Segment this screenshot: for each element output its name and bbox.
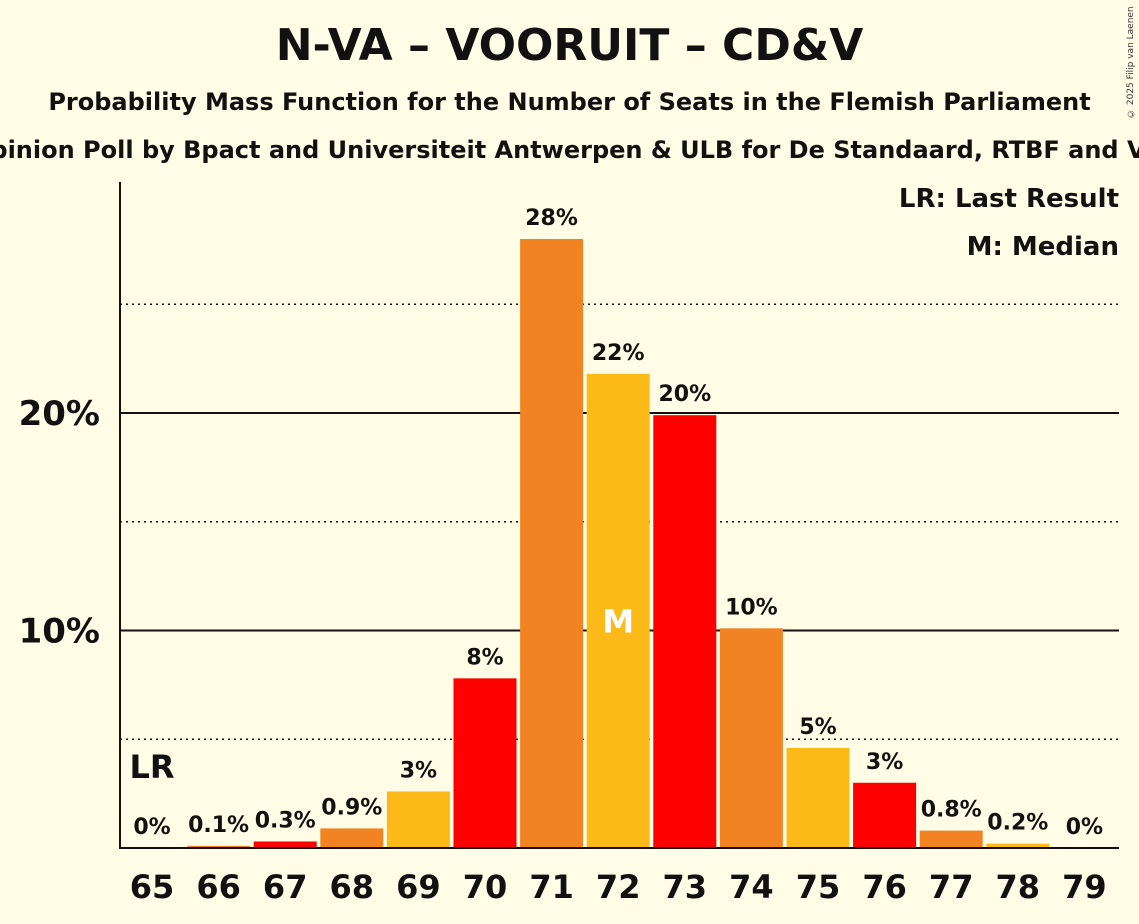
y-tick-label: 20% [19,394,100,434]
source-text: Opinion Poll by Bpact and Universiteit A… [0,136,1139,164]
value-label-66: 0.1% [188,813,249,838]
value-label-78: 0.2% [987,811,1048,836]
x-tick-label-67: 67 [263,868,308,906]
bar-75 [786,747,850,848]
x-tick-label-66: 66 [196,868,241,906]
value-label-65: 0% [133,815,170,840]
bar-78 [986,843,1050,848]
value-label-71: 28% [525,206,578,231]
bar-77 [919,830,983,848]
x-tick-label-71: 71 [529,868,574,906]
x-tick-label-72: 72 [596,868,641,906]
x-tick-label-70: 70 [463,868,508,906]
value-label-68: 0.9% [321,795,382,820]
x-tick-label-74: 74 [729,868,774,906]
value-label-67: 0.3% [255,808,316,833]
bar-67 [253,841,317,848]
value-label-73: 20% [658,382,711,407]
bar-74 [719,628,783,848]
value-label-75: 5% [799,715,836,740]
x-tick-label-78: 78 [996,868,1041,906]
x-tick-label-75: 75 [796,868,841,906]
bar-70 [453,678,517,848]
bar-68 [320,828,384,848]
x-tick-label-77: 77 [929,868,974,906]
value-label-70: 8% [466,645,503,670]
chart-subtitle: Probability Mass Function for the Number… [48,88,1091,116]
value-label-76: 3% [866,750,903,775]
legend-median: M: Median [966,232,1119,262]
x-tick-label-79: 79 [1062,868,1107,906]
bar-72 [586,373,650,848]
bar-69 [386,791,450,848]
x-tick-label-73: 73 [663,868,708,906]
bar-76 [853,782,917,848]
value-label-69: 3% [400,758,437,783]
value-label-77: 0.8% [921,798,982,823]
source-line: Opinion Poll by Bpact and Universiteit A… [0,136,1139,176]
x-tick-label-68: 68 [330,868,375,906]
legend-last-result: LR: Last Result [898,184,1119,214]
bar-66 [187,845,251,848]
x-tick-label-76: 76 [862,868,907,906]
median-marker: M [602,603,634,641]
bar-73 [653,415,717,848]
last-result-marker: LR [129,748,174,786]
value-label-74: 10% [725,595,778,620]
value-label-72: 22% [592,341,645,366]
x-tick-label-65: 65 [130,868,175,906]
x-tick-label-69: 69 [396,868,441,906]
bar-71 [520,239,584,848]
y-tick-label: 10% [19,612,100,652]
chart-title: N-VA – VOORUIT – CD&V [275,20,864,71]
value-label-79: 0% [1066,815,1103,840]
